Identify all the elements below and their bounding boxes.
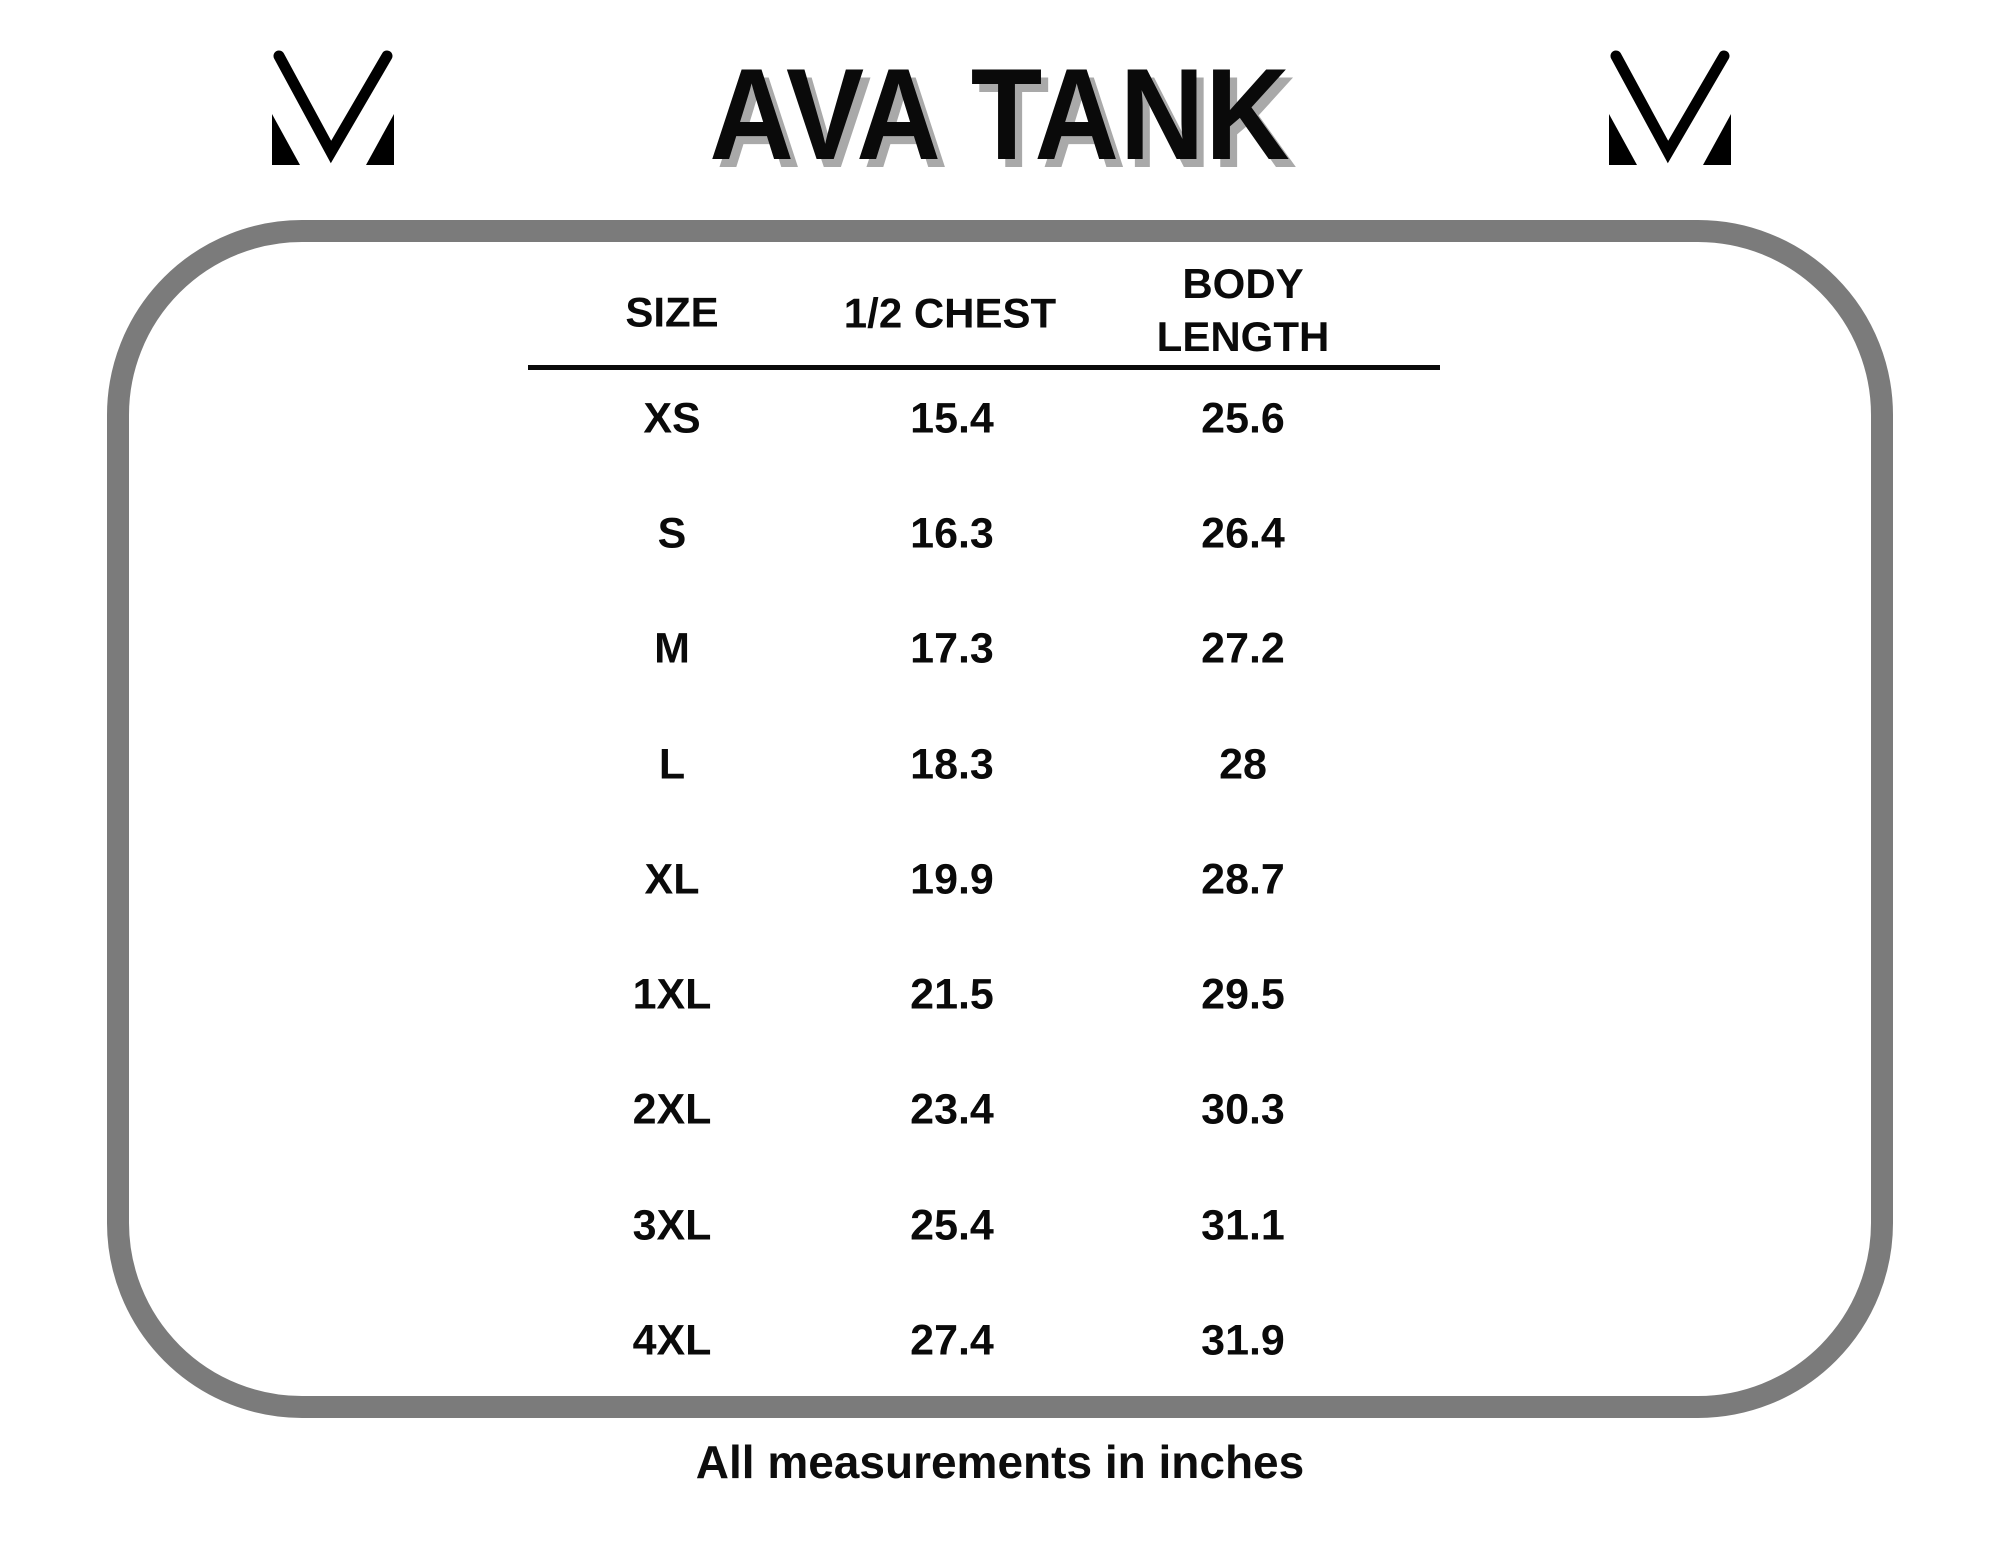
chart-frame-border [107, 220, 1893, 1418]
column-header-size: SIZE [625, 288, 719, 336]
half-chest-cell: 17.3 [910, 624, 994, 673]
half-chest-cell: 16.3 [910, 509, 994, 558]
size-cell: 3XL [632, 1201, 712, 1250]
column-header-half-chest: 1/2 CHEST [843, 289, 1057, 337]
mv-logo-right-svg [1609, 50, 1731, 165]
mv-logo-icon [1605, 48, 1735, 166]
table-row: 2XL 23.4 30.3 [0, 1053, 2000, 1168]
size-cell: S [657, 509, 687, 558]
units-footnote: All measurements in inches [695, 1436, 1305, 1488]
table-row: S 16.3 26.4 [0, 476, 2000, 591]
size-cell: XS [643, 394, 701, 443]
body-length-cell: 26.4 [1201, 509, 1285, 558]
size-table-rows: XS 15.4 25.6 S 16.3 26.4 M 17.3 27.2 L 1… [0, 361, 2000, 1399]
body-length-cell: 28.7 [1201, 855, 1285, 904]
size-cell: 4XL [632, 1316, 712, 1365]
page-title: AVA TANK [709, 41, 1291, 187]
body-length-cell: 31.9 [1201, 1316, 1285, 1365]
table-row: M 17.3 27.2 [0, 592, 2000, 707]
table-row: XS 15.4 25.6 [0, 361, 2000, 476]
size-cell: XL [644, 855, 700, 904]
body-length-cell: 25.6 [1201, 394, 1285, 443]
column-header-body-length: BODY LENGTH [1156, 260, 1330, 360]
header-divider-line [528, 365, 1440, 370]
half-chest-cell: 25.4 [910, 1201, 994, 1250]
body-length-cell: 28 [1219, 740, 1267, 789]
half-chest-cell: 21.5 [910, 970, 994, 1019]
half-chest-cell: 19.9 [910, 855, 994, 904]
half-chest-cell: 23.4 [910, 1085, 994, 1134]
size-cell: 2XL [632, 1085, 712, 1134]
body-length-cell: 29.5 [1201, 970, 1285, 1019]
size-cell: M [654, 624, 690, 673]
table-row: 1XL 21.5 29.5 [0, 937, 2000, 1052]
mv-logo-left-svg [272, 50, 394, 165]
body-length-cell: 31.1 [1201, 1201, 1285, 1250]
half-chest-cell: 18.3 [910, 740, 994, 789]
mv-logo-icon [268, 48, 398, 166]
body-length-cell: 30.3 [1201, 1085, 1285, 1134]
table-row: L 18.3 28 [0, 707, 2000, 822]
table-row: XL 19.9 28.7 [0, 822, 2000, 937]
half-chest-cell: 15.4 [910, 394, 994, 443]
size-cell: L [658, 740, 686, 789]
half-chest-cell: 27.4 [910, 1316, 994, 1365]
table-row: 3XL 25.4 31.1 [0, 1168, 2000, 1283]
size-cell: 1XL [632, 970, 712, 1019]
body-length-cell: 27.2 [1201, 624, 1285, 673]
table-row: 4XL 27.4 31.9 [0, 1283, 2000, 1398]
